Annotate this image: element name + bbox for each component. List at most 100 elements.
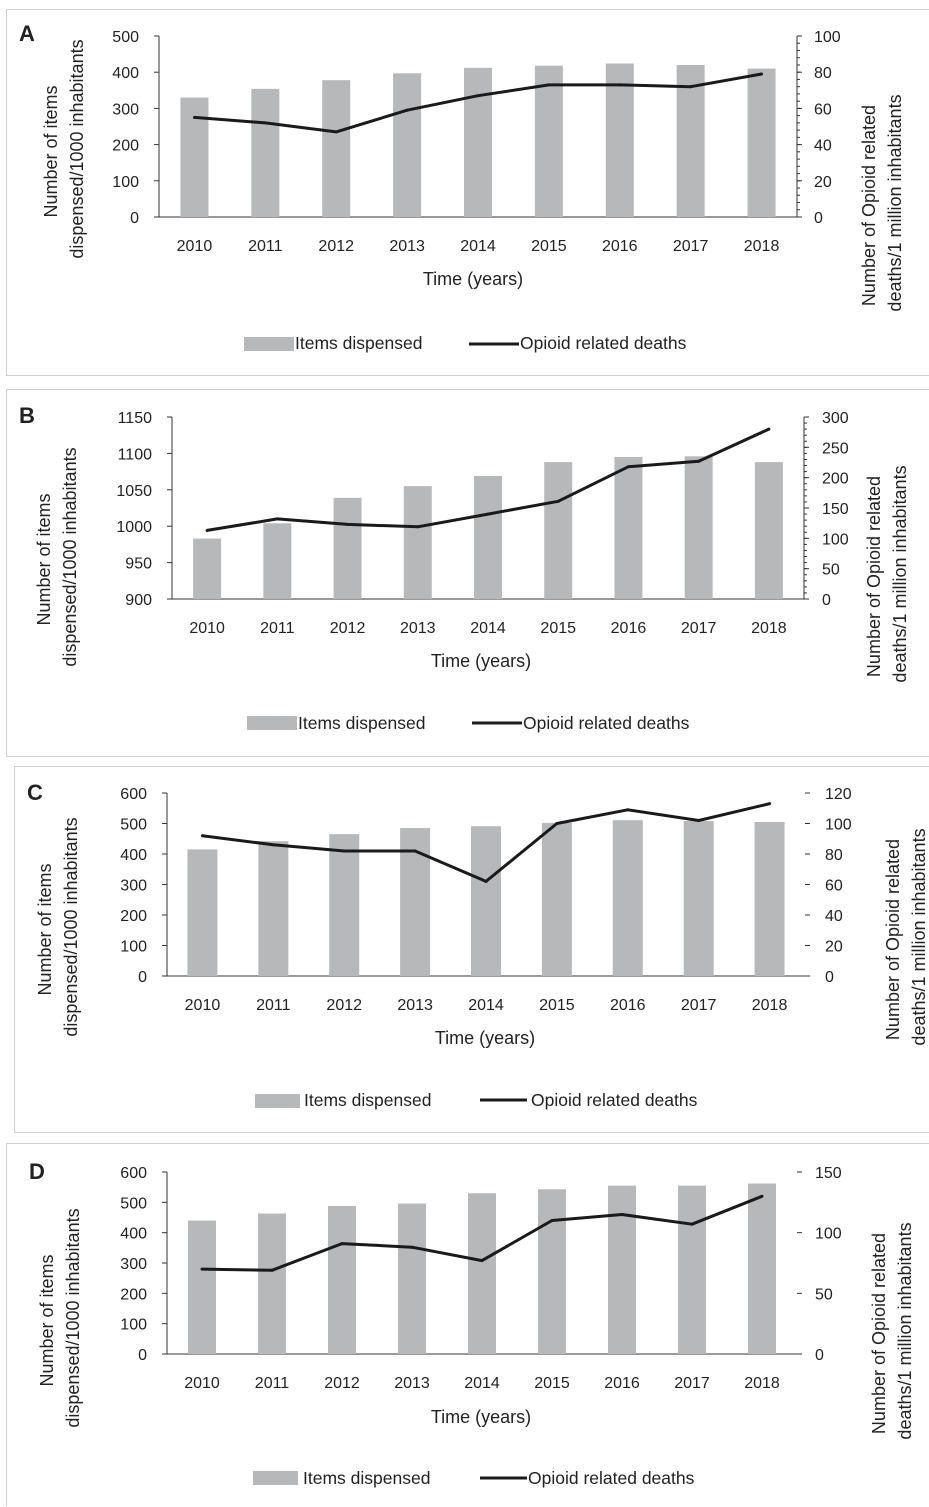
x-tick-label: 2018 [752,997,788,1014]
panel-label: A [19,21,35,46]
right-tick-label: 100 [815,1226,842,1243]
point-opioid-deaths [270,1268,274,1272]
left-axis-title-line-1: Number of items [35,863,55,995]
bar-items-dispensed [329,834,360,976]
bar-items-dispensed [251,88,280,218]
bar-items-dispensed [614,457,643,599]
point-opioid-deaths [275,517,279,521]
left-axis-title: Number of items dispensed/1000 inhabitan… [34,447,80,666]
point-opioid-deaths [476,94,480,98]
x-tick-label: 2014 [464,1375,500,1392]
bar-items-dispensed [322,80,351,217]
left-tick-label: 400 [112,65,139,82]
left-tick-label: 300 [120,1256,147,1273]
left-axis-title-line-1: Number of items [37,1254,57,1386]
right-axis-title-line-2: deaths/1 million inhabitants [909,828,929,1045]
point-opioid-deaths [410,1245,414,1249]
chart-panel-b: B 900 950 1000 1050 1100 1150 0 50 100 150 200 250 3… [6,389,929,757]
chart-svg-b: B 900 950 1000 1050 1100 1150 0 50 100 150 200 250 3… [19,403,910,733]
x-tick-label: 2018 [751,620,787,637]
x-tick-label: 2010 [184,1375,220,1392]
point-opioid-deaths [620,1212,624,1216]
point-opioid-deaths [484,879,488,883]
legend-swatch-items-dispensed [244,337,294,351]
panel-label: B [19,403,35,428]
bar-items-dispensed [534,65,563,218]
x-tick-label: 2016 [604,1375,640,1392]
point-opioid-deaths [200,1267,204,1271]
left-tick-label: 400 [120,1226,147,1243]
point-opioid-deaths [556,499,560,503]
right-axis-title-line-1: Number of Opioid related [859,105,879,306]
point-opioid-deaths [697,818,701,822]
left-tick-label: 1150 [118,410,153,427]
x-tick-label: 2017 [673,238,709,255]
chart-panel-d: D 0 100 200 300 400 500 600 0 50 100 150 2010 2011 20… [6,1143,929,1506]
bar-items-dispensed [258,841,289,976]
x-axis-title: Time (years) [435,1028,535,1048]
left-tick-label: 0 [138,969,147,986]
right-tick-label: 0 [825,969,834,986]
right-tick-label: 50 [822,562,840,579]
bar-items-dispensed [676,64,705,218]
point-opioid-deaths [767,427,771,431]
x-tick-label: 2012 [318,238,354,255]
bar-items-dispensed [403,486,432,599]
point-opioid-deaths [689,85,693,89]
bar-items-dispensed [333,497,362,599]
point-opioid-deaths [486,512,490,516]
x-tick-label: 2011 [256,997,291,1014]
bar-items-dispensed [747,68,776,217]
right-axis-title: Number of Opioid related deaths/1 millio… [859,94,905,311]
right-tick-label: 50 [815,1286,833,1303]
left-tick-label: 500 [120,1195,147,1212]
x-axis-title: Time (years) [431,651,531,671]
point-opioid-deaths [340,1242,344,1246]
x-tick-label: 2012 [330,620,366,637]
point-opioid-deaths [760,1194,764,1198]
point-opioid-deaths [697,459,701,463]
left-axis-title-line-2: dispensed/1000 inhabitants [60,447,80,666]
legend-swatch-items-dispensed [247,716,297,730]
x-tick-label: 2015 [534,1375,570,1392]
bar-items-dispensed [608,1185,636,1354]
right-tick-label: 80 [825,847,843,864]
point-opioid-deaths [768,802,772,806]
x-tick-label: 2018 [744,1375,780,1392]
bar-items-dispensed [188,1220,216,1354]
x-tick-label: 2011 [260,620,295,637]
bar-items-dispensed [180,97,209,217]
x-tick-label: 2014 [470,620,506,637]
point-opioid-deaths [618,83,622,87]
right-tick-label: 100 [825,817,852,834]
point-opioid-deaths [626,465,630,469]
bar-items-dispensed [678,1185,706,1354]
point-opioid-deaths [200,834,204,838]
right-tick-label: 150 [822,501,849,518]
legend-label-items-dispensed: Items dispensed [295,333,422,353]
bar-items-dispensed [398,1203,426,1354]
point-opioid-deaths [416,525,420,529]
bar-items-dispensed [684,456,713,599]
bar-items-dispensed [400,828,431,976]
legend-label-opioid-deaths: Opioid related deaths [523,713,690,733]
x-tick-label: 2012 [326,997,362,1014]
left-tick-label: 500 [112,29,139,46]
x-axis-title: Time (years) [431,1407,531,1427]
bar-items-dispensed [187,849,218,976]
point-opioid-deaths [263,121,267,125]
left-axis-title-line-1: Number of items [34,493,54,625]
x-tick-label: 2011 [255,1375,290,1392]
point-opioid-deaths [405,108,409,112]
left-tick-label: 500 [120,817,147,834]
bar-items-dispensed [468,1193,496,1354]
bar-items-dispensed [754,462,783,599]
left-axis-title-line-2: dispensed/1000 inhabitants [63,1208,83,1427]
legend-label-opioid-deaths: Opioid related deaths [531,1090,698,1110]
left-axis-title: Number of items dispensed/1000 inhabitan… [41,39,87,258]
left-tick-label: 100 [120,939,147,956]
point-opioid-deaths [550,1219,554,1223]
bar-items-dispensed [605,63,634,218]
right-axis-title-line-1: Number of Opioid related [869,1233,889,1434]
legend-label-opioid-deaths: Opioid related deaths [528,1468,695,1488]
